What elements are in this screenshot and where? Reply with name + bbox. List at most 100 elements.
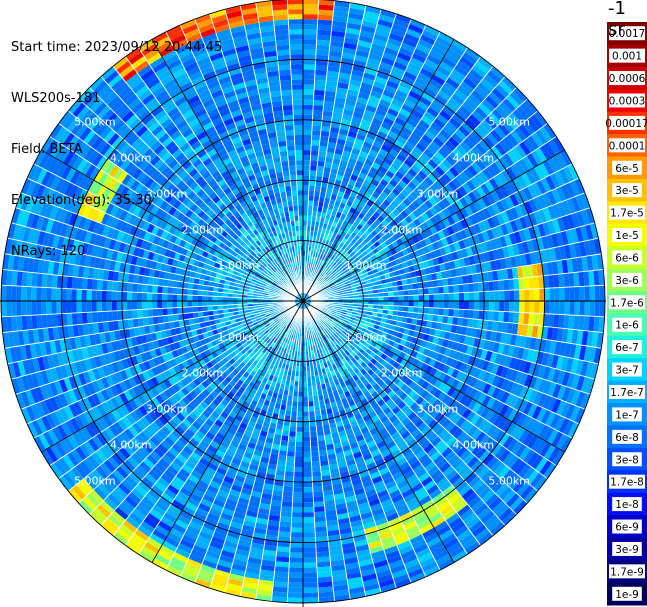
ppi-cell [451, 113, 465, 126]
ppi-cell [413, 405, 423, 415]
ppi-cell [417, 313, 424, 320]
ppi-cell [376, 312, 383, 318]
ppi-cell [400, 210, 409, 219]
ppi-cell [547, 381, 557, 397]
ppi-cell [560, 184, 571, 200]
ppi-cell [331, 308, 338, 312]
ppi-cell [349, 336, 356, 343]
ppi-cell [523, 98, 538, 115]
ppi-cell [565, 229, 574, 245]
ppi-cell [395, 274, 402, 282]
ppi-cell [280, 511, 292, 518]
ppi-cell [432, 314, 439, 323]
ppi-cell [482, 207, 492, 220]
ppi-cell [542, 394, 553, 410]
ppi-cell [578, 241, 587, 257]
ppi-cell [378, 444, 389, 454]
ppi-cell [458, 334, 466, 344]
ppi-cell [476, 358, 485, 370]
ppi-cell [383, 305, 389, 310]
ppi-cell [415, 241, 423, 250]
ppi-cell [480, 241, 488, 253]
ppi-cell [424, 429, 435, 440]
ppi-cell [560, 150, 573, 167]
ppi-cell [436, 524, 452, 537]
ppi-cell [313, 333, 318, 340]
ppi-cell [378, 148, 389, 158]
ppi-cell [558, 417, 570, 434]
ppi-cell [543, 313, 550, 327]
ppi-cell [423, 111, 437, 122]
ppi-cell [358, 558, 374, 567]
ppi-cell [494, 187, 505, 201]
ppi-cell [373, 174, 383, 183]
ppi-cell [519, 372, 528, 386]
ppi-cell [327, 241, 333, 248]
ppi-cell [507, 180, 519, 194]
ppi-cell [330, 401, 338, 408]
ppi-cell [379, 531, 394, 541]
ppi-cell [359, 330, 366, 337]
ppi-cell [545, 175, 556, 191]
ppi-cell [325, 85, 337, 93]
ppi-cell [322, 202, 330, 209]
ppi-cell [536, 263, 544, 277]
ppi-cell [339, 67, 353, 75]
ppi-cell [377, 288, 384, 294]
ppi-cell [410, 428, 421, 438]
ppi-cell [355, 460, 367, 469]
ppi-cell [486, 361, 495, 374]
ppi-cell [345, 254, 352, 261]
ppi-cell [465, 246, 474, 257]
ppi-cell [214, 569, 231, 579]
ppi-cell [404, 340, 412, 349]
ppi-cell [490, 227, 500, 239]
ppi-cell [362, 114, 374, 123]
ppi-cell [275, 561, 290, 568]
ppi-cell [291, 406, 298, 412]
ppi-cell [442, 508, 457, 521]
ppi-cell [330, 559, 345, 567]
ppi-cell [321, 341, 326, 347]
ppi-cell [326, 387, 333, 394]
ppi-cell [417, 247, 426, 256]
ppi-cell [319, 325, 324, 331]
ppi-cell [373, 436, 384, 445]
ppi-cell [468, 365, 477, 377]
ppi-cell [404, 140, 416, 151]
ppi-cell [373, 297, 379, 301]
ppi-cell [416, 233, 425, 242]
ppi-cell [376, 103, 389, 113]
ppi-cell [437, 147, 449, 159]
ppi-cell [303, 180, 310, 186]
ppi-cell [373, 113, 385, 122]
ppi-cell [423, 87, 438, 99]
ppi-cell [318, 248, 323, 255]
ppi-cell [361, 77, 375, 86]
ppi-cell [433, 222, 443, 233]
ppi-cell [310, 220, 316, 227]
ppi-cell [544, 301, 550, 314]
ppi-cell [263, 399, 271, 407]
ppi-cell [442, 105, 456, 118]
ppi-cell [335, 322, 341, 328]
ppi-cell [523, 312, 530, 325]
ppi-cell [513, 191, 524, 205]
ppi-cell [553, 274, 560, 288]
ppi-cell [509, 289, 515, 301]
ppi-cell [468, 309, 474, 319]
ppi-cell [324, 192, 332, 199]
ppi-cell [365, 104, 377, 114]
ppi-cell [478, 282, 484, 292]
ppi-cell [371, 402, 380, 411]
ppi-cell [356, 237, 364, 245]
ppi-cell [522, 401, 533, 416]
ppi-cell [422, 260, 430, 269]
ppi-cell [343, 328, 350, 334]
ppi-cell [335, 92, 347, 100]
ppi-cell [332, 579, 348, 587]
ppi-cell [356, 548, 371, 558]
ppi-cell [542, 221, 551, 236]
ppi-cell [415, 467, 428, 479]
ppi-cell [307, 210, 313, 216]
